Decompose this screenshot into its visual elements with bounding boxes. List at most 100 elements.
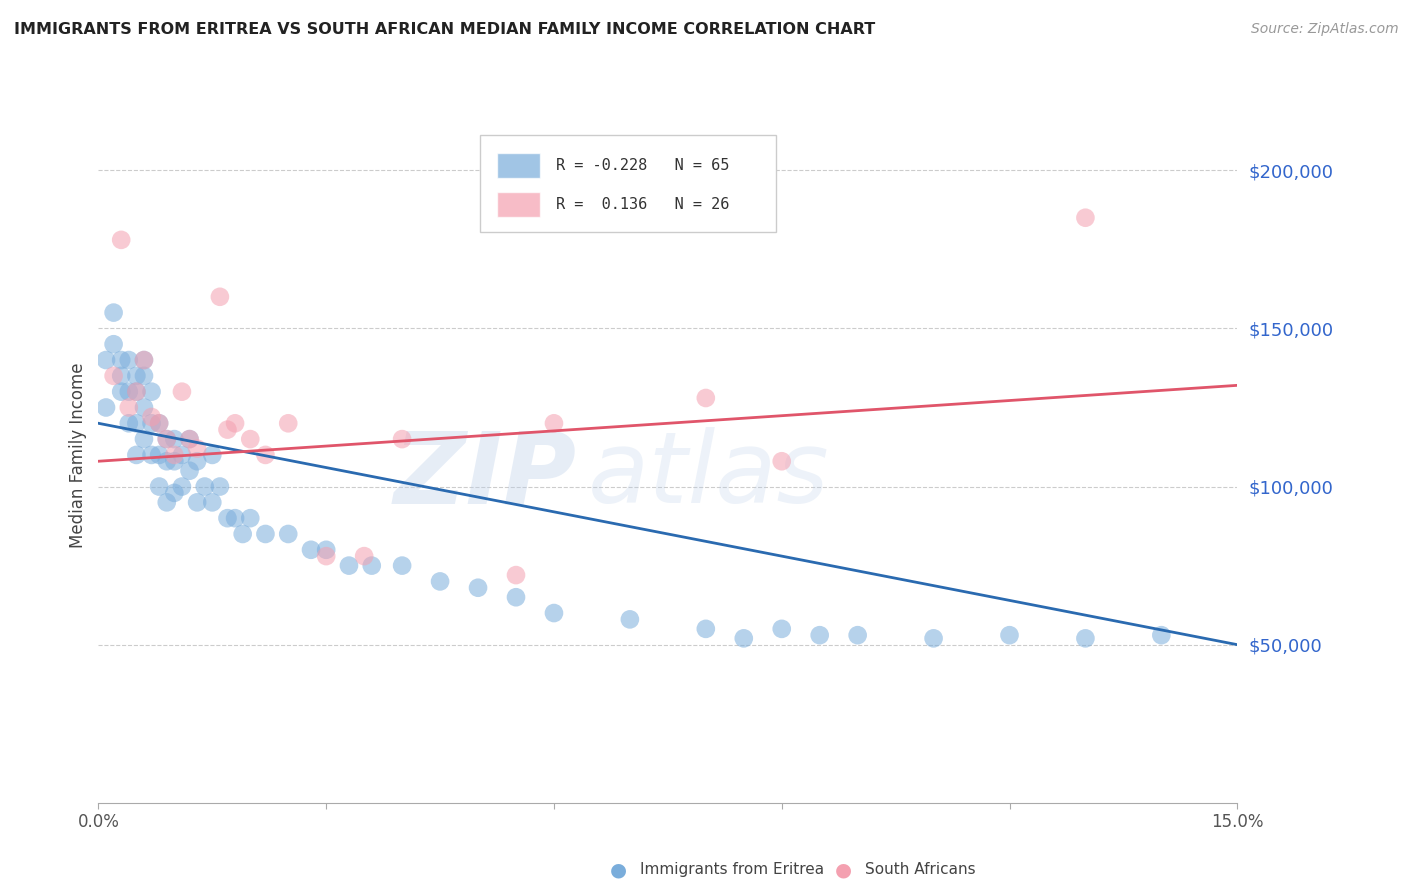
Text: atlas: atlas (588, 427, 830, 524)
Point (1074, 211, 1097, 225)
Point (217, 511, 239, 525)
Point (998, 628, 1021, 642)
Point (277, 417, 299, 431)
Point (163, 432, 186, 446)
Point (132, 368, 155, 383)
Point (922, 632, 945, 646)
Point (148, 448, 170, 462)
Point (156, 432, 179, 446)
Point (94, 353, 117, 368)
Point (239, 432, 262, 446)
Point (132, 353, 155, 368)
Point (125, 384, 148, 399)
Point (103, 337, 125, 351)
Point (429, 574, 451, 589)
Point (695, 622, 717, 636)
Point (217, 423, 239, 437)
Point (179, 432, 201, 446)
Point (125, 448, 148, 462)
Point (194, 479, 217, 493)
Point (125, 384, 148, 399)
Point (353, 549, 375, 563)
FancyBboxPatch shape (498, 153, 540, 178)
Point (808, 628, 831, 642)
Point (110, 353, 132, 368)
Point (254, 448, 277, 462)
Point (141, 448, 163, 462)
Point (141, 409, 163, 424)
Point (179, 464, 201, 478)
Point (543, 606, 565, 620)
Point (186, 495, 208, 509)
Point (201, 448, 224, 462)
Point (505, 591, 527, 605)
Point (103, 368, 125, 383)
Point (179, 432, 201, 446)
Point (201, 495, 224, 509)
Text: R = -0.228   N = 65: R = -0.228 N = 65 (557, 158, 730, 173)
Text: Source: ZipAtlas.com: Source: ZipAtlas.com (1251, 22, 1399, 37)
Point (156, 495, 179, 509)
Point (277, 527, 299, 541)
Point (118, 401, 141, 415)
Point (94, 401, 117, 415)
Point (619, 612, 641, 626)
Point (103, 305, 125, 319)
Point (125, 368, 148, 383)
Point (186, 454, 208, 468)
Point (148, 417, 170, 431)
Point (132, 401, 155, 415)
Point (360, 558, 382, 573)
Point (141, 417, 163, 431)
Point (170, 479, 193, 493)
Point (118, 417, 141, 431)
Point (208, 479, 231, 493)
Point (770, 454, 793, 468)
Point (110, 233, 132, 247)
Point (733, 632, 755, 646)
Point (505, 568, 527, 582)
Point (299, 542, 322, 557)
Point (118, 353, 141, 368)
Point (110, 384, 132, 399)
Point (170, 448, 193, 462)
Point (163, 448, 186, 462)
Text: IMMIGRANTS FROM ERITREA VS SOUTH AFRICAN MEDIAN FAMILY INCOME CORRELATION CHART: IMMIGRANTS FROM ERITREA VS SOUTH AFRICAN… (14, 22, 876, 37)
Point (232, 527, 254, 541)
Point (148, 479, 170, 493)
Text: ZIP: ZIP (394, 427, 576, 524)
Point (1150, 628, 1173, 642)
Point (391, 558, 413, 573)
Point (170, 384, 193, 399)
Text: Immigrants from Eritrea: Immigrants from Eritrea (640, 863, 824, 877)
Point (148, 417, 170, 431)
Point (156, 432, 179, 446)
Point (156, 454, 179, 468)
Point (467, 581, 489, 595)
Point (337, 558, 360, 573)
Point (695, 391, 717, 405)
Point (391, 432, 413, 446)
Point (543, 417, 565, 431)
Point (132, 432, 155, 446)
Point (1074, 632, 1097, 646)
Point (315, 542, 337, 557)
Point (110, 368, 132, 383)
Point (315, 549, 337, 563)
Point (141, 384, 163, 399)
Point (208, 290, 231, 304)
Y-axis label: Median Family Income: Median Family Income (69, 362, 87, 548)
Point (125, 417, 148, 431)
Text: South Africans: South Africans (865, 863, 976, 877)
Point (224, 417, 246, 431)
Text: ●: ● (835, 860, 852, 880)
Point (254, 527, 277, 541)
Text: R =  0.136   N = 26: R = 0.136 N = 26 (557, 197, 730, 212)
Point (770, 622, 793, 636)
FancyBboxPatch shape (498, 192, 540, 217)
Point (846, 628, 869, 642)
Point (163, 486, 186, 500)
Point (163, 454, 186, 468)
FancyBboxPatch shape (479, 135, 776, 232)
Point (239, 511, 262, 525)
